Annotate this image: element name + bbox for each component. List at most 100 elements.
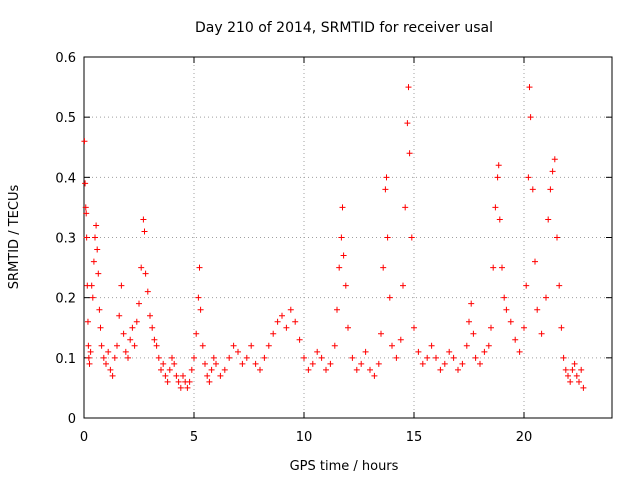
data-point (305, 366, 312, 373)
data-point (173, 372, 180, 379)
data-point (345, 324, 351, 331)
data-point (164, 378, 171, 385)
data-point (90, 258, 97, 265)
data-point (153, 342, 160, 349)
data-point (543, 294, 549, 301)
data-point (149, 324, 156, 331)
data-point (551, 156, 558, 163)
data-point (463, 342, 470, 349)
data-point (93, 222, 100, 229)
data-point (334, 306, 340, 313)
data-point (103, 360, 109, 367)
data-point (84, 318, 91, 325)
data-point (466, 318, 472, 325)
data-point (545, 216, 552, 223)
data-point (97, 324, 104, 331)
data-point (383, 174, 390, 181)
data-point (424, 354, 431, 361)
data-point (217, 372, 224, 379)
data-point (226, 354, 233, 361)
y-tick-labels: 0 0.1 0.2 0.3 0.4 0.5 0.6 (55, 51, 76, 427)
data-point (177, 384, 184, 391)
data-point (81, 138, 88, 145)
y-tick-label: 0.1 (55, 352, 76, 367)
data-point (494, 174, 501, 181)
data-point (142, 270, 149, 277)
data-point (111, 354, 118, 361)
data-point (338, 234, 345, 241)
data-point (87, 348, 94, 355)
data-point (141, 228, 148, 235)
data-point (488, 324, 494, 331)
data-point (85, 342, 92, 349)
x-tick-label: 15 (406, 430, 423, 445)
data-point (109, 372, 116, 379)
chart-title: Day 210 of 2014, SRMTID for receiver usa… (195, 20, 493, 36)
data-point (382, 186, 389, 193)
data-point (386, 294, 393, 301)
data-point (569, 366, 576, 373)
data-point (287, 306, 294, 313)
data-point (459, 360, 466, 367)
data-point (565, 372, 571, 379)
x-tick-label: 5 (190, 430, 198, 445)
data-point (88, 282, 95, 289)
data-point (138, 264, 145, 271)
data-point (283, 324, 290, 331)
data-point (92, 234, 98, 241)
data-point (208, 366, 215, 373)
data-point (323, 366, 329, 373)
data-point (82, 204, 89, 211)
data-point (556, 282, 563, 289)
data-point (98, 342, 105, 349)
data-point (147, 312, 153, 319)
data-point (547, 186, 554, 193)
data-point (450, 354, 457, 361)
data-point (230, 342, 237, 349)
data-point (204, 372, 211, 379)
data-point (162, 372, 169, 379)
data-point (171, 360, 178, 367)
data-point (155, 354, 162, 361)
data-point (158, 366, 164, 373)
data-point (495, 162, 502, 169)
data-point (441, 360, 448, 367)
data-point (270, 330, 277, 337)
data-point (257, 366, 263, 373)
data-point (402, 204, 409, 211)
data-point (327, 360, 334, 367)
data-point (470, 330, 477, 337)
data-point (342, 282, 349, 289)
data-point (549, 168, 556, 175)
data-point (490, 264, 497, 271)
data-point (578, 366, 585, 373)
data-point (206, 378, 213, 385)
data-point (292, 318, 299, 325)
data-point (492, 204, 499, 211)
data-point (393, 354, 400, 361)
data-point (375, 360, 382, 367)
data-point (169, 354, 175, 361)
data-point (210, 354, 217, 361)
data-point (538, 330, 545, 337)
data-point (186, 378, 193, 385)
data-point (496, 216, 503, 223)
data-point (367, 366, 373, 373)
data-point (349, 354, 356, 361)
data-point (371, 372, 378, 379)
data-point (180, 372, 186, 379)
data-point (100, 354, 107, 361)
data-point (331, 342, 338, 349)
data-point (151, 336, 158, 343)
data-point (105, 348, 112, 355)
data-point (95, 270, 102, 277)
data-point (160, 360, 167, 367)
data-point (243, 354, 250, 361)
data-point (389, 342, 395, 349)
data-point (239, 360, 246, 367)
data-point (175, 378, 182, 385)
data-point (118, 282, 125, 289)
data-point (120, 330, 127, 337)
data-point (446, 348, 453, 355)
